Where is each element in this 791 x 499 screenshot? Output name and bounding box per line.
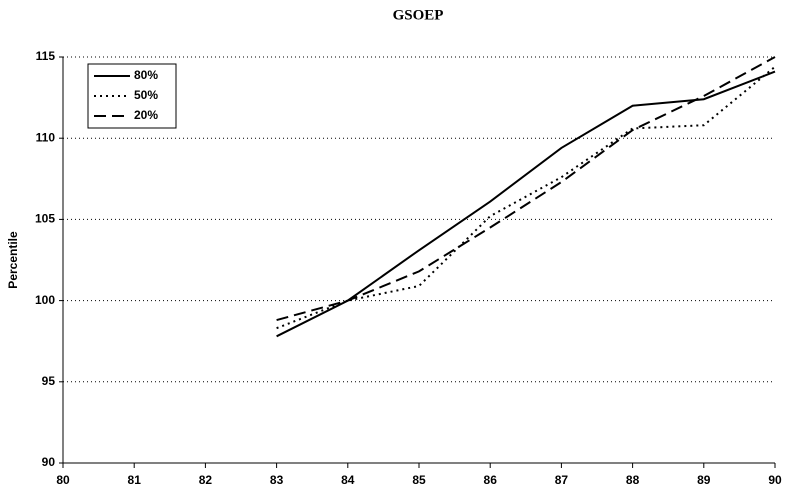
- y-tick-label: 100: [35, 293, 55, 307]
- legend-label: 50%: [134, 88, 158, 102]
- x-tick-label: 90: [768, 473, 782, 487]
- y-tick-label: 95: [42, 374, 56, 388]
- y-tick-label: 115: [36, 49, 56, 63]
- legend-box: [87, 63, 177, 129]
- series-line: [276, 65, 776, 330]
- x-tick-label: 86: [484, 473, 498, 487]
- x-tick-label: 80: [56, 473, 70, 487]
- x-tick-label: 89: [697, 473, 711, 487]
- chart-title: GSOEP: [393, 7, 444, 23]
- y-axis-label: Percentile: [6, 231, 20, 289]
- x-tick-label: 84: [341, 473, 355, 487]
- series-line: [276, 70, 776, 338]
- x-tick-label: 85: [412, 473, 426, 487]
- x-tick-label: 83: [270, 473, 284, 487]
- series-line: [276, 56, 776, 322]
- y-tick-label: 105: [35, 212, 55, 226]
- y-tick-label: 110: [36, 130, 56, 144]
- legend-label: 80%: [134, 68, 158, 82]
- x-tick-label: 82: [199, 473, 213, 487]
- x-tick-label: 88: [626, 473, 640, 487]
- x-tick-label: 87: [555, 473, 569, 487]
- legend-label: 20%: [134, 108, 158, 122]
- y-tick-label: 90: [42, 455, 56, 469]
- x-tick-label: 81: [128, 473, 142, 487]
